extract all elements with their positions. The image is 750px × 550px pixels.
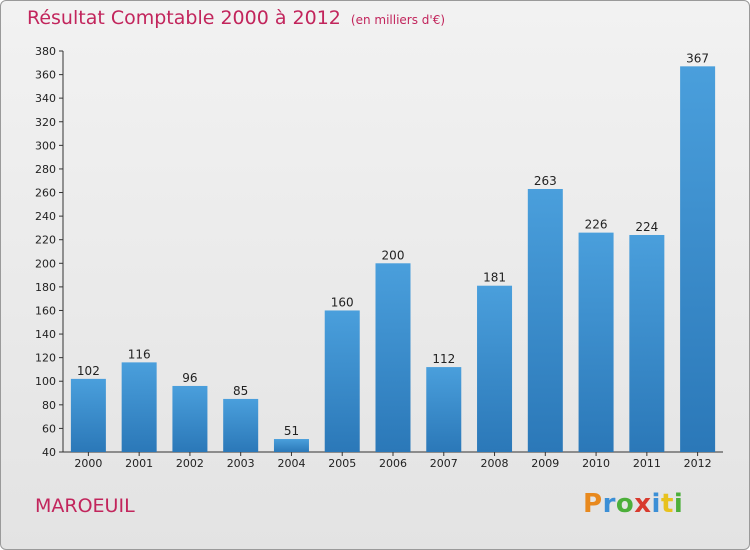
data-label-2002: 96	[182, 371, 197, 385]
y-tick-label: 120	[35, 352, 56, 365]
proxiti-logo: Proxiti	[583, 489, 683, 519]
data-label-2009: 263	[534, 174, 557, 188]
x-tick-label: 2002	[176, 457, 204, 470]
x-tick-label: 2012	[684, 457, 712, 470]
y-tick-label: 300	[35, 139, 56, 152]
logo-letter: x	[634, 489, 652, 519]
logo-letter: i	[651, 489, 661, 519]
y-tick-label: 160	[35, 304, 56, 317]
data-label-2012: 367	[686, 51, 709, 65]
y-tick-label: 40	[42, 446, 56, 459]
data-label-2005: 160	[331, 295, 354, 309]
x-tick-label: 2005	[328, 457, 356, 470]
data-label-2008: 181	[483, 271, 506, 285]
y-tick-label: 240	[35, 210, 56, 223]
data-label-2011: 224	[635, 220, 658, 234]
bar-2001	[121, 362, 157, 452]
data-label-2006: 200	[382, 248, 405, 262]
y-tick-label: 200	[35, 257, 56, 270]
data-label-2007: 112	[432, 352, 455, 366]
x-tick-label: 2006	[379, 457, 407, 470]
y-tick-label: 380	[35, 45, 56, 58]
y-tick-label: 320	[35, 116, 56, 129]
bar-2003	[223, 398, 259, 452]
data-label-2000: 102	[77, 364, 100, 378]
x-tick-label: 2009	[531, 457, 559, 470]
bar-2012	[680, 66, 716, 453]
y-axis: 40 60 80 100 120 140 160 180 200 220 240 260 280 300 3…	[35, 45, 64, 459]
data-label-2001: 116	[128, 347, 151, 361]
y-tick-label: 140	[35, 328, 56, 341]
logo-letter: i	[673, 489, 684, 519]
x-tick-label: 2010	[582, 457, 610, 470]
bar-2004	[273, 439, 309, 452]
y-tick-label: 180	[35, 281, 56, 294]
x-tick-label: 2000	[74, 457, 102, 470]
y-tick-label: 80	[42, 399, 56, 412]
bars	[70, 66, 716, 453]
x-axis: 2000 2001 2002 2003 2004 2005 2006 2007 2008 2009…	[63, 451, 723, 470]
x-tick-label: 2003	[227, 457, 255, 470]
logo-letter: t	[660, 489, 674, 519]
bar-2007	[426, 367, 462, 452]
data-label-2010: 226	[585, 218, 608, 232]
location-name: MAROEUIL	[35, 495, 135, 517]
y-tick-label: 360	[35, 69, 56, 82]
y-tick-label: 100	[35, 375, 56, 388]
bar-2011	[629, 234, 665, 452]
x-tick-label: 2007	[430, 457, 458, 470]
bar-2008	[477, 285, 513, 452]
y-tick-label: 220	[35, 234, 56, 247]
x-tick-label: 2001	[125, 457, 153, 470]
bar-chart: 40 60 80 100 120 140 160 180 200 220 240 260 280 300 3…	[35, 45, 723, 470]
bar-2005	[324, 310, 360, 452]
data-label-2003: 85	[233, 384, 248, 398]
y-tick-label: 340	[35, 92, 56, 105]
y-tick-label: 260	[35, 187, 56, 200]
bar-2010	[578, 232, 614, 452]
chart-subtitle: (en milliers d'€)	[350, 13, 446, 27]
bar-2000	[70, 378, 106, 452]
chart-title: Résultat Comptable 2000 à 2012 (en millie…	[27, 7, 445, 29]
y-tick-label: 60	[42, 422, 56, 435]
x-tick-label: 2004	[277, 457, 305, 470]
logo-letter: r	[602, 489, 616, 519]
logo-letter: o	[615, 489, 635, 519]
y-tick-label: 280	[35, 163, 56, 176]
x-tick-label: 2008	[481, 457, 509, 470]
title-text: Résultat Comptable 2000 à 2012	[27, 7, 341, 29]
bar-2006	[375, 263, 411, 452]
data-labels: 102 116 96 85 51 160 200 112 181 263 226 224 367	[77, 51, 709, 438]
bar-2009	[527, 188, 563, 452]
x-tick-label: 2011	[633, 457, 661, 470]
logo-letter: P	[583, 489, 603, 519]
data-label-2004: 51	[284, 424, 299, 438]
bar-2002	[172, 385, 208, 452]
